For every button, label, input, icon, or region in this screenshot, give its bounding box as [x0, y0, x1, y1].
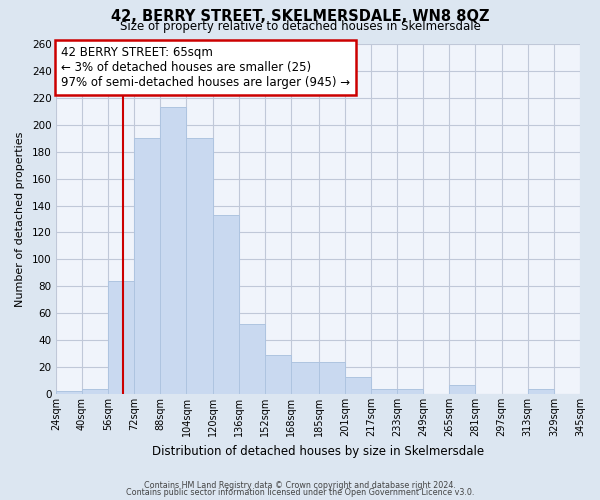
Y-axis label: Number of detached properties: Number of detached properties [15, 132, 25, 306]
Text: Size of property relative to detached houses in Skelmersdale: Size of property relative to detached ho… [119, 20, 481, 33]
Bar [239, 324, 265, 394]
Bar [265, 355, 291, 394]
Bar [397, 388, 423, 394]
Bar [82, 388, 108, 394]
Bar [319, 362, 345, 394]
Bar [56, 392, 82, 394]
Text: Contains public sector information licensed under the Open Government Licence v3: Contains public sector information licen… [126, 488, 474, 497]
Bar [345, 376, 371, 394]
Bar [371, 388, 397, 394]
Bar [187, 138, 212, 394]
Text: 42, BERRY STREET, SKELMERSDALE, WN8 8QZ: 42, BERRY STREET, SKELMERSDALE, WN8 8QZ [111, 9, 489, 24]
Bar [528, 388, 554, 394]
Bar [212, 215, 239, 394]
Bar [291, 362, 319, 394]
X-axis label: Distribution of detached houses by size in Skelmersdale: Distribution of detached houses by size … [152, 444, 484, 458]
Bar [160, 108, 187, 394]
Text: 42 BERRY STREET: 65sqm
← 3% of detached houses are smaller (25)
97% of semi-deta: 42 BERRY STREET: 65sqm ← 3% of detached … [61, 46, 350, 89]
Bar [449, 384, 475, 394]
Bar [134, 138, 160, 394]
Bar [108, 281, 134, 394]
Text: Contains HM Land Registry data © Crown copyright and database right 2024.: Contains HM Land Registry data © Crown c… [144, 481, 456, 490]
